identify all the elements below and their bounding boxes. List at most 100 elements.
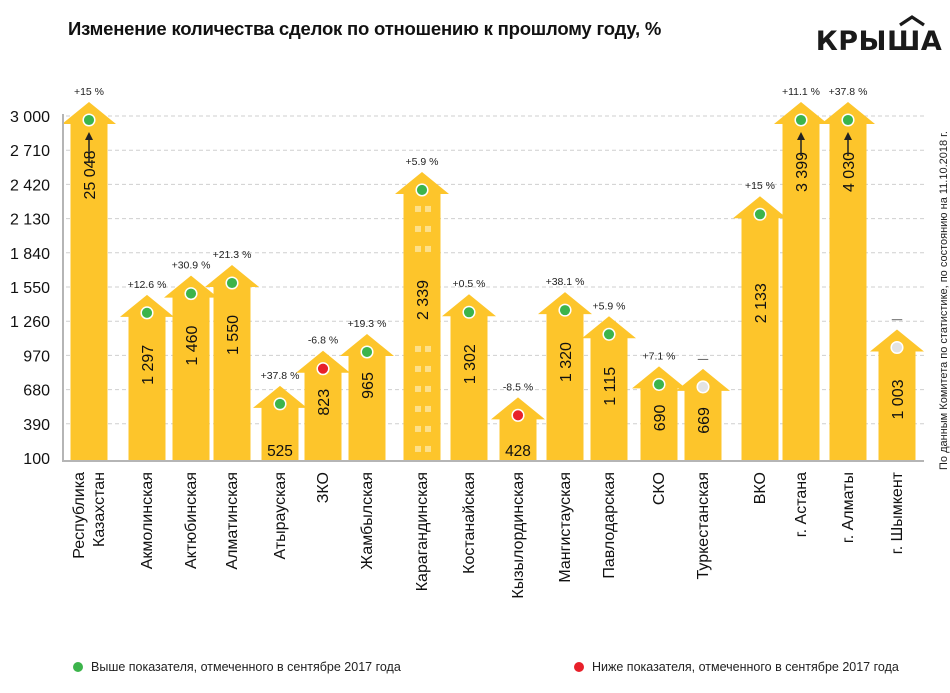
y-tick-label: 2 130 [10,212,50,229]
bar [442,294,496,461]
bar-arrow: +5.9 % 2 339 [395,156,449,462]
y-axis-ticks: 100 390 680 970 1 260 1 550 1 840 2 130 2 420 2 7… [10,109,50,468]
x-tick-label: Туркестанская [695,472,712,579]
value-label: 1 320 [558,342,575,382]
window-square [415,345,421,352]
window-square [425,245,431,252]
change-label: +38.1 % [546,276,585,288]
green-dot-icon [184,287,198,301]
x-tick-label: Казахстан [91,472,108,547]
change-label: +5.9 % [593,300,626,312]
bar-arrow: +11.1 % 3 399 [774,86,828,461]
bar [296,350,350,461]
green-dot-icon [602,327,616,341]
y-tick-label: 970 [23,348,50,365]
value-label: 1 302 [462,344,479,384]
bar [870,329,924,461]
x-tick-label: Кызылординская [510,472,527,599]
bar [632,366,686,461]
roof-icon [899,15,925,27]
window-square [415,385,421,392]
change-label: +11.1 % [782,86,820,98]
green-dot-icon [82,113,96,127]
chart-title: Изменение количества сделок по отношению… [68,18,662,39]
change-label: +15 % [74,86,104,98]
value-label: 3 399 [794,152,811,192]
bar [676,368,730,461]
green-dot-icon [558,303,572,317]
green-dot-icon [140,306,154,320]
value-label: 1 460 [184,325,201,365]
window-square [415,205,421,212]
window-square [425,365,431,372]
green-dot-icon [273,397,287,411]
bar-arrow: +15 % 2 133 [733,180,787,461]
y-tick-label: 680 [23,383,50,400]
bar-arrow: +0.5 % 1 302 [442,278,496,461]
bar [774,102,828,461]
x-tick-label: г. Астана [793,472,810,537]
bar-arrow: +37.8 % 525 [253,370,307,461]
bar-arrow: +7.1 % 690 [632,350,686,461]
bar-arrow: +37.8 % 4 030 [821,86,875,461]
y-tick-label: 100 [23,451,50,468]
y-tick-label: 3 000 [10,109,50,126]
krysha-logo: КРЫША [814,10,944,54]
window-square [425,345,431,352]
window-square [415,445,421,452]
bar [538,292,592,461]
value-label: 1 115 [602,367,619,406]
y-tick-label: 2 710 [10,143,50,160]
bar [340,333,394,461]
value-label: 2 133 [753,283,770,323]
legend-item-above: Выше показателя, отмеченного в сентябре … [73,660,401,674]
value-label: 2 339 [415,280,432,320]
value-label: 1 550 [225,315,242,355]
window-square [425,385,431,392]
x-tick-label: Жамбылская [359,472,376,570]
value-label: 428 [505,443,531,460]
logo-text: КРЫША [816,26,943,54]
x-tick-label: Атырауская [272,472,289,560]
value-label: 1 297 [140,345,157,385]
window-square [425,425,431,432]
value-label: 525 [267,443,293,460]
change-label: +15 % [745,180,775,192]
green-dot-icon [360,345,374,359]
red-dot-icon [574,662,584,672]
bar [582,316,636,461]
change-label: — [698,353,709,365]
bar-arrow: — 669 [676,353,730,461]
x-tick-label: ВКО [752,472,769,504]
value-label: 823 [316,389,333,416]
red-dot-icon [316,362,330,376]
value-label: 1 003 [890,379,907,419]
change-label: +0.5 % [453,278,486,290]
window-square [415,425,421,432]
bar-arrow: +5.9 % 1 115 [582,300,636,461]
change-label: +19.3 % [348,318,387,330]
x-tick-label: Мангистауская [557,472,574,583]
change-label: +21.3 % [213,249,252,261]
bar-arrow: +15 % 25 048 [62,86,116,461]
green-dot-icon [794,113,808,127]
bar-arrow: +21.3 % 1 550 [205,249,259,461]
green-dot-icon [462,305,476,319]
x-tick-label: Павлодарская [601,472,618,579]
change-label: +7.1 % [643,350,676,362]
change-label: -6.8 % [308,335,338,347]
bar-arrow: +19.3 % 965 [340,318,394,461]
bar [120,294,174,461]
x-tick-label: СКО [651,472,668,505]
bar-arrow: +30.9 % 1 460 [164,260,218,461]
change-label: +37.8 % [829,86,868,98]
x-tick-label: г. Шымкент [889,471,906,554]
overflow-arrowhead-icon [85,132,93,140]
source-note: По данным Комитета по статистике, по сос… [938,131,950,470]
change-label: +5.9 % [406,156,439,168]
window-square [415,365,421,372]
grey-dot-icon [696,380,710,394]
bar [733,196,787,461]
y-tick-label: 1 840 [10,246,50,263]
